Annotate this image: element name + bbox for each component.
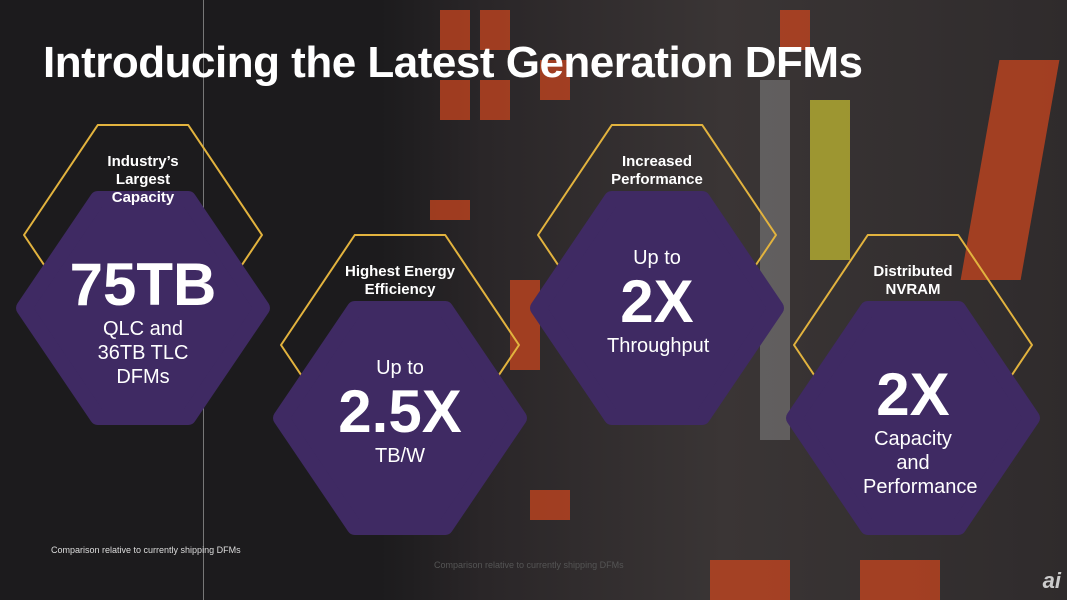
card-subtext: Throughput bbox=[607, 335, 710, 357]
stat-card: Up to 2.5X TB/W bbox=[280, 356, 520, 468]
purple-hexagon bbox=[273, 301, 527, 535]
purple-hexagon bbox=[530, 191, 784, 425]
stat-card: Up to 2X Throughput bbox=[537, 246, 777, 358]
card-subtext: QLC and 36TB TLC DFMs bbox=[97, 318, 189, 388]
purple-hexagon bbox=[786, 301, 1040, 535]
card-subtext: Capacity and Performance bbox=[863, 428, 978, 498]
card-subtext: TB/W bbox=[375, 445, 425, 467]
card-value: 2.5X bbox=[338, 378, 462, 445]
background-hardware-photo bbox=[380, 0, 1067, 600]
card-prefix: Up to bbox=[376, 357, 424, 379]
stat-card: 75TB QLC and 36TB TLC DFMs bbox=[23, 253, 263, 389]
purple-hexagon bbox=[16, 191, 270, 425]
card-label: Highest Energy Efficiency bbox=[344, 263, 456, 298]
card-value: 75TB bbox=[69, 251, 217, 318]
card-label: Industry’s Largest Capacity bbox=[107, 153, 179, 206]
card-label: Increased Performance bbox=[611, 153, 703, 188]
footnote: Comparison relative to currently shippin… bbox=[51, 545, 241, 555]
card-prefix: Up to bbox=[633, 247, 681, 269]
watermark-logo: ai bbox=[1042, 568, 1061, 593]
stat-card: 2X Capacity and Performance bbox=[793, 363, 1033, 499]
card-value: 2X bbox=[620, 268, 694, 335]
slide-title: Introducing the Latest Generation DFMs bbox=[43, 38, 863, 87]
card-label: Distributed NVRAM bbox=[873, 263, 953, 298]
footnote-faded: Comparison relative to currently shippin… bbox=[434, 560, 624, 570]
card-value: 2X bbox=[876, 361, 950, 428]
